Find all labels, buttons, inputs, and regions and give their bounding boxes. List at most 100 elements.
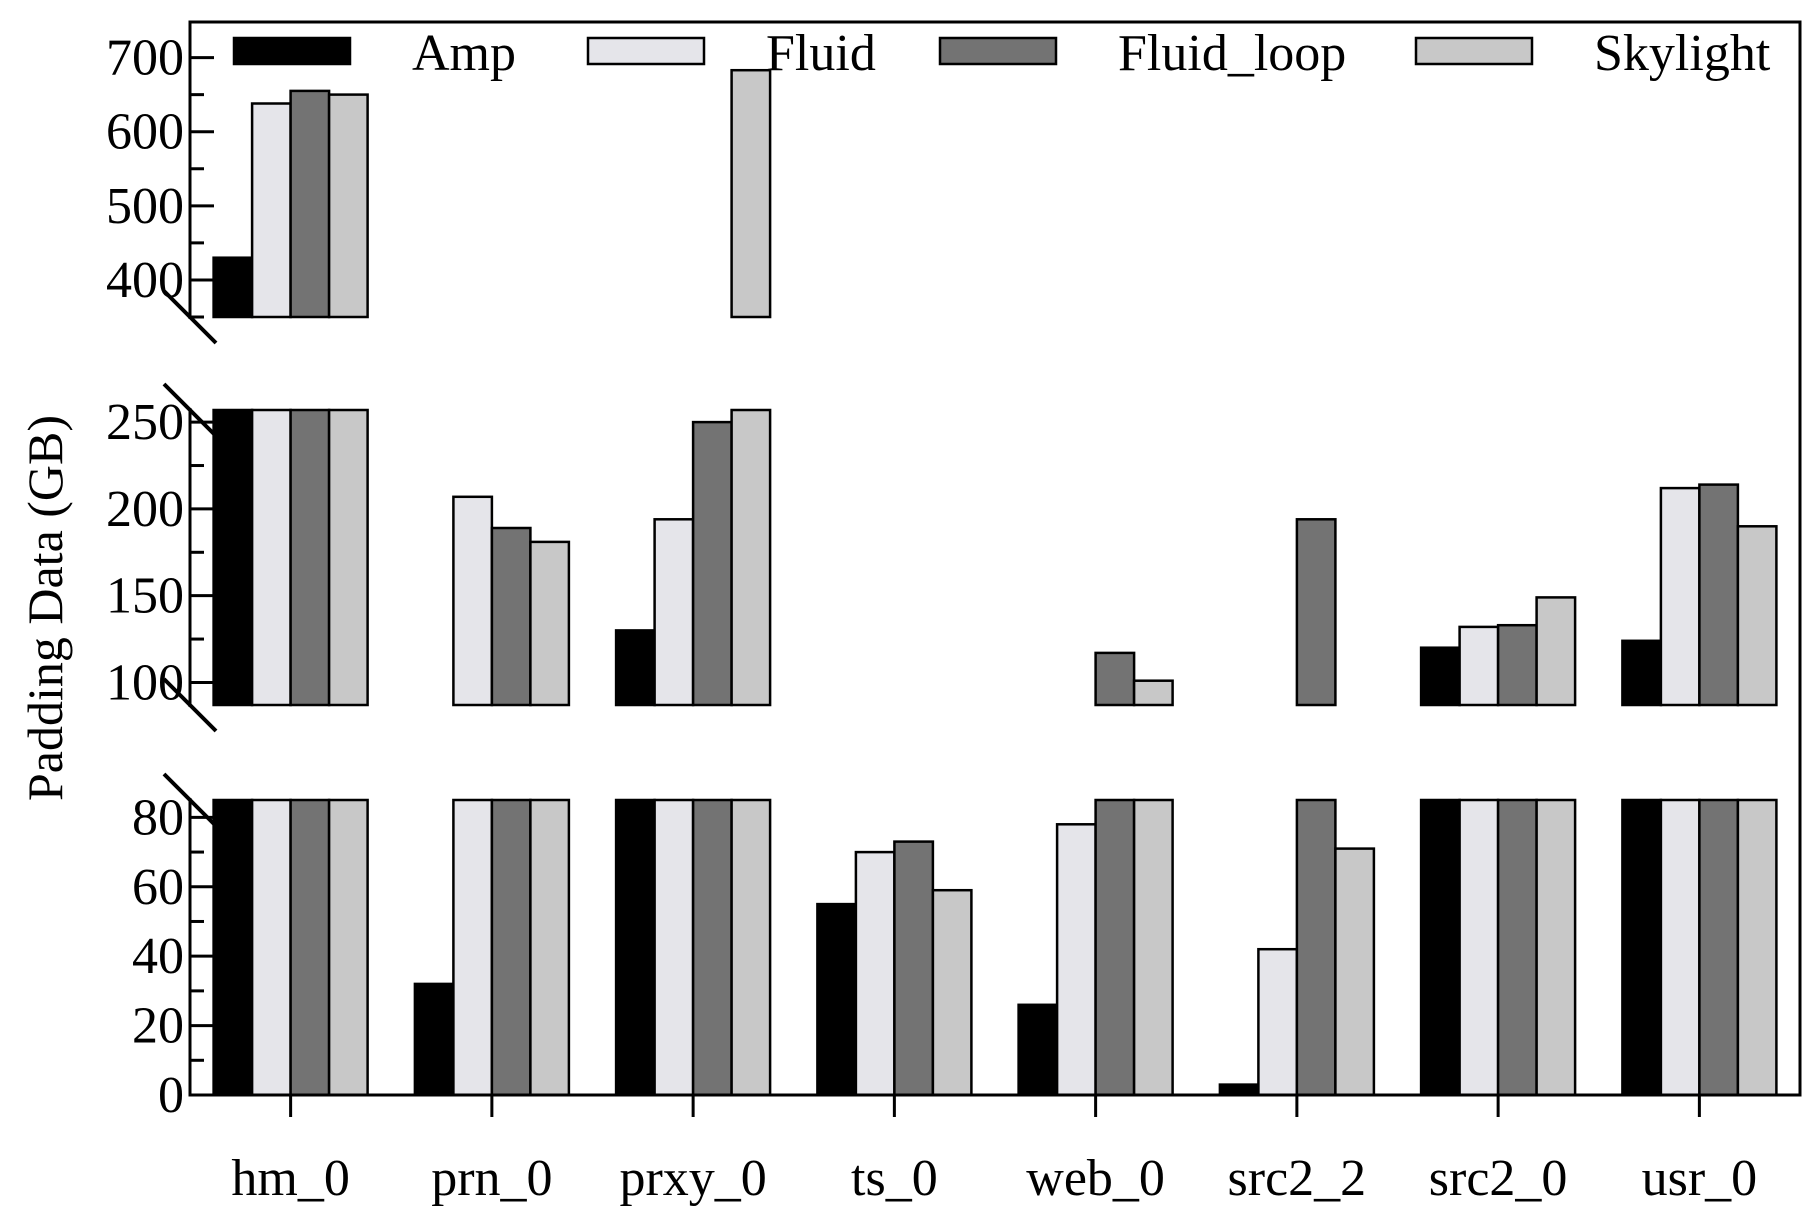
legend-label-skylight: Skylight (1594, 25, 1771, 82)
x-tick-label: prxy_0 (619, 1150, 766, 1207)
y-axis-title: Padding Data (GB) (17, 415, 73, 801)
y-tick-label: 250 (106, 394, 184, 451)
x-tick-label: hm_0 (231, 1150, 349, 1207)
bar-fluid-prn-0-seg0 (452, 798, 494, 1097)
bar-fluid-loop-web-0-seg0 (1094, 798, 1136, 1097)
bar-fluid-loop-src2-2-seg0 (1295, 798, 1337, 1097)
y-tick-label: 150 (106, 568, 184, 625)
bar-fluid-loop-prn-0-seg1 (490, 526, 532, 707)
bar-fluid-loop-hm-0-seg1 (289, 408, 331, 707)
y-tick-label: 200 (106, 481, 184, 538)
legend: Amp Fluid Fluid_loop Skylight (232, 25, 1771, 82)
legend-swatch-fluid (586, 36, 706, 66)
y-tick-label: 600 (106, 104, 184, 161)
x-tick-label: prn_0 (431, 1150, 552, 1207)
x-tick-label: src2_2 (1228, 1150, 1367, 1207)
legend-swatch-fluid-loop (938, 36, 1058, 66)
bar-amp-usr-0-seg0 (1621, 798, 1663, 1097)
bar-fluid-loop-usr-0-seg1 (1698, 483, 1740, 707)
axis-break-mark (162, 677, 218, 733)
y-tick-label: 0 (158, 1067, 184, 1124)
bar-fluid-loop-prxy-0-seg0 (691, 798, 733, 1097)
bar-skylight-src2-2-seg0 (1334, 847, 1376, 1097)
y-tick-label: 80 (132, 789, 184, 846)
bar-fluid-src2-0-seg0 (1458, 798, 1500, 1097)
bar-amp-prn-0-seg0 (413, 982, 455, 1097)
x-tick-label: web_0 (1026, 1150, 1165, 1207)
bar-fluid-src2-0-seg1 (1458, 625, 1500, 707)
legend-label-amp: Amp (412, 25, 516, 82)
bar-fluid-usr-0-seg0 (1659, 798, 1701, 1097)
bar-skylight-hm-0-seg1 (327, 408, 369, 707)
bar-fluid-loop-hm-0-seg0 (289, 798, 331, 1097)
legend-label-fluid-loop: Fluid_loop (1118, 25, 1346, 82)
bar-skylight-src2-0-seg1 (1535, 596, 1577, 707)
bar-fluid-web-0-seg0 (1055, 823, 1097, 1097)
bars-layer (212, 68, 1778, 1097)
bar-amp-prxy-0-seg0 (614, 798, 656, 1097)
bar-fluid-loop-ts-0-seg0 (893, 840, 935, 1097)
bar-fluid-loop-src2-2-seg1 (1295, 518, 1337, 707)
bar-fluid-loop-src2-0-seg1 (1496, 623, 1538, 707)
bar-skylight-ts-0-seg0 (931, 888, 973, 1097)
bar-fluid-prxy-0-seg1 (653, 518, 695, 707)
bar-fluid-src2-2-seg0 (1257, 947, 1299, 1097)
bar-fluid-prn-0-seg1 (452, 495, 494, 707)
bar-skylight-prn-0-seg0 (529, 798, 571, 1097)
x-tick-label: ts_0 (851, 1150, 938, 1207)
bar-amp-hm-0-seg2 (212, 256, 254, 319)
y-tick-label: 40 (132, 928, 184, 985)
axis-gap (186, 707, 194, 798)
y-tick-label: 20 (132, 998, 184, 1055)
axis-break-mark (162, 772, 218, 828)
bar-amp-usr-0-seg1 (1621, 639, 1663, 707)
y-tick-label: 60 (132, 859, 184, 916)
bar-skylight-prxy-0-seg2 (730, 68, 772, 319)
bar-amp-ts-0-seg0 (816, 902, 858, 1097)
axis-gap (186, 319, 194, 408)
bar-fluid-loop-src2-0-seg0 (1496, 798, 1538, 1097)
bar-amp-hm-0-seg1 (212, 408, 254, 707)
bar-fluid-hm-0-seg2 (250, 102, 292, 319)
bar-skylight-web-0-seg1 (1132, 679, 1174, 707)
bar-skylight-web-0-seg0 (1132, 798, 1174, 1097)
bar-fluid-ts-0-seg0 (854, 850, 896, 1097)
bar-fluid-loop-usr-0-seg0 (1698, 798, 1740, 1097)
bar-fluid-loop-web-0-seg1 (1094, 651, 1136, 707)
bar-fluid-usr-0-seg1 (1659, 486, 1701, 707)
legend-label-fluid: Fluid (766, 25, 876, 82)
bar-skylight-hm-0-seg0 (327, 798, 369, 1097)
bar-fluid-prxy-0-seg0 (653, 798, 695, 1097)
axis-break-mark (162, 289, 218, 345)
y-tick-label: 700 (106, 30, 184, 87)
legend-swatch-skylight (1414, 36, 1534, 66)
axis-breaks (162, 289, 218, 828)
bar-skylight-hm-0-seg2 (327, 93, 369, 319)
bar-amp-web-0-seg0 (1017, 1003, 1059, 1097)
bar-fluid-loop-prn-0-seg0 (490, 798, 532, 1097)
x-tick-label: src2_0 (1429, 1150, 1568, 1207)
bar-amp-src2-0-seg0 (1419, 798, 1461, 1097)
bar-amp-prxy-0-seg1 (614, 629, 656, 707)
y-tick-label: 500 (106, 178, 184, 235)
bar-skylight-usr-0-seg0 (1736, 798, 1778, 1097)
x-tick-label: usr_0 (1642, 1150, 1758, 1207)
bar-amp-hm-0-seg0 (212, 798, 254, 1097)
bar-skylight-prxy-0-seg1 (730, 408, 772, 707)
axis-break-mark (162, 382, 218, 438)
bar-fluid-loop-hm-0-seg2 (289, 89, 331, 319)
legend-swatch-amp (232, 36, 352, 66)
bar-skylight-usr-0-seg1 (1736, 525, 1778, 707)
bar-fluid-hm-0-seg1 (250, 408, 292, 707)
y-tick-label: 100 (106, 654, 184, 711)
bar-fluid-loop-prxy-0-seg1 (691, 420, 733, 707)
bar-skylight-prxy-0-seg0 (730, 798, 772, 1097)
bar-amp-src2-0-seg1 (1419, 646, 1461, 707)
bar-amp-src2-2-seg0 (1218, 1083, 1260, 1097)
bar-skylight-src2-0-seg0 (1535, 798, 1577, 1097)
plot-frame (188, 20, 1802, 1097)
bar-skylight-prn-0-seg1 (529, 540, 571, 707)
bar-fluid-hm-0-seg0 (250, 798, 292, 1097)
